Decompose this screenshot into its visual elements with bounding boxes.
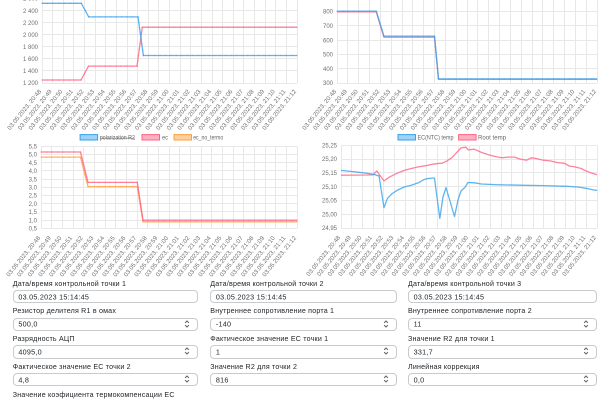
svg-text:2,0: 2,0 — [29, 202, 38, 208]
svg-text:2 600: 2 600 — [23, 0, 39, 3]
svg-text:Root temp: Root temp — [478, 136, 507, 142]
svg-text:800: 800 — [323, 10, 334, 16]
svg-text:25,20: 25,20 — [322, 157, 338, 163]
svg-text:300: 300 — [323, 81, 334, 87]
svg-text:EC(NTC) temp: EC(NTC) temp — [418, 136, 455, 142]
svg-text:4,5: 4,5 — [29, 161, 38, 167]
svg-text:700: 700 — [323, 24, 334, 30]
svg-text:1,0: 1,0 — [29, 218, 38, 224]
svg-text:24,95: 24,95 — [322, 226, 338, 232]
svg-text:25,10: 25,10 — [322, 185, 338, 191]
svg-text:1 200: 1 200 — [23, 81, 39, 87]
svg-text:2,5: 2,5 — [29, 194, 38, 200]
svg-text:ec: ec — [162, 136, 168, 142]
svg-text:2 000: 2 000 — [23, 33, 39, 39]
svg-text:25,25: 25,25 — [322, 143, 338, 149]
svg-text:2 200: 2 200 — [23, 21, 39, 27]
svg-text:600: 600 — [323, 38, 334, 44]
svg-text:1,5: 1,5 — [29, 210, 38, 216]
svg-text:900: 900 — [323, 0, 334, 1]
svg-text:1 800: 1 800 — [23, 45, 39, 51]
svg-text:ec_no_termo: ec_no_termo — [193, 136, 224, 142]
svg-text:1 400: 1 400 — [23, 69, 39, 75]
svg-text:1 600: 1 600 — [23, 57, 39, 63]
svg-text:polarization R2: polarization R2 — [100, 136, 136, 142]
svg-text:5,5: 5,5 — [29, 144, 38, 150]
svg-text:500: 500 — [323, 53, 334, 59]
svg-text:25,15: 25,15 — [322, 171, 338, 177]
svg-text:25,05: 25,05 — [322, 199, 338, 205]
svg-text:3,0: 3,0 — [29, 186, 38, 192]
svg-text:3,5: 3,5 — [29, 177, 38, 183]
svg-text:400: 400 — [323, 67, 334, 73]
svg-text:25,00: 25,00 — [322, 212, 338, 218]
svg-text:4,0: 4,0 — [29, 169, 38, 175]
svg-text:5,0: 5,0 — [29, 153, 38, 159]
svg-text:0,5: 0,5 — [29, 227, 38, 233]
svg-text:2 400: 2 400 — [23, 9, 39, 15]
